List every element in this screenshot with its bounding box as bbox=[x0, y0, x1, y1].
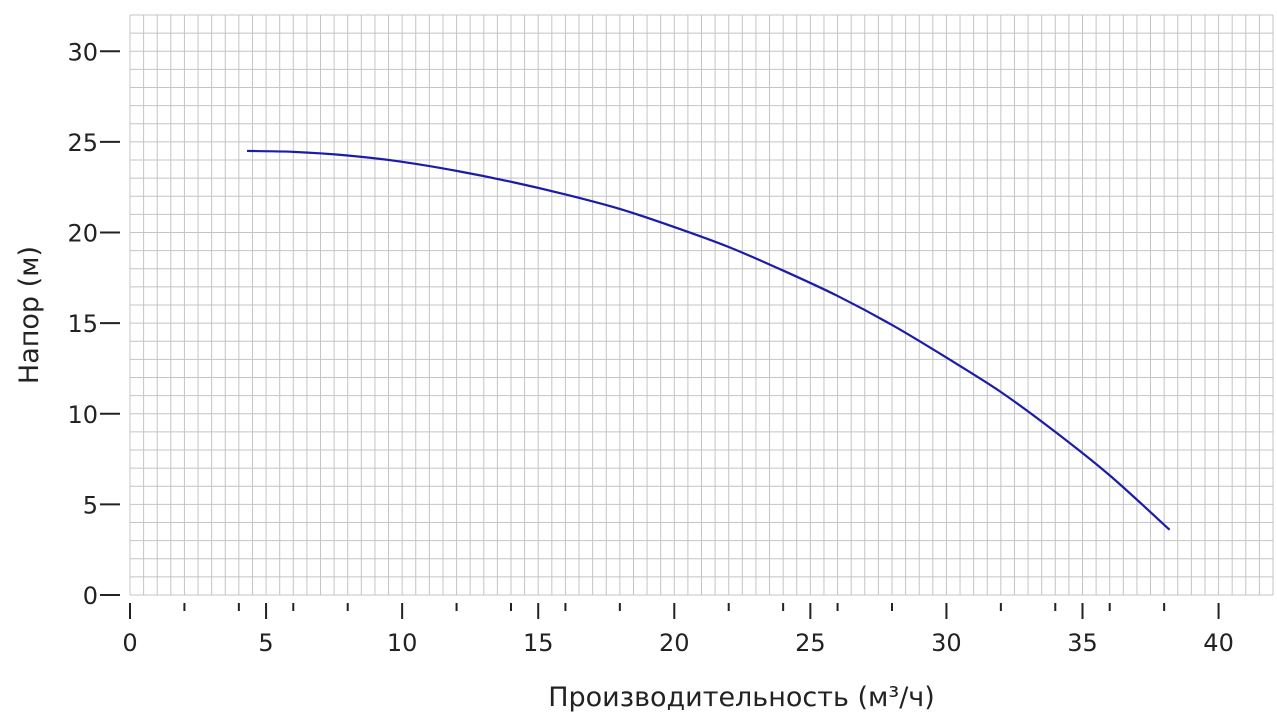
y-axis-title: Напор (м) bbox=[14, 246, 45, 384]
y-tick-label: 30 bbox=[67, 38, 98, 66]
x-tick-label: 10 bbox=[387, 629, 418, 657]
x-tick-label: 15 bbox=[523, 629, 554, 657]
y-tick-label: 15 bbox=[67, 310, 98, 338]
x-axis-title: Производительность (м³/ч) bbox=[548, 682, 935, 713]
x-tick-label: 5 bbox=[258, 629, 273, 657]
x-tick-label: 35 bbox=[1067, 629, 1098, 657]
grid bbox=[129, 14, 1274, 596]
y-tick-label: 5 bbox=[83, 491, 98, 519]
x-tick-label: 40 bbox=[1203, 629, 1234, 657]
series-layer bbox=[246, 149, 1171, 531]
x-tick-label: 30 bbox=[931, 629, 962, 657]
y-tick-label: 20 bbox=[67, 220, 98, 248]
y-tick-label: 25 bbox=[67, 129, 98, 157]
y-axis-ticks: 0 5 10 15 20 25 30 bbox=[67, 38, 120, 610]
series-line bbox=[246, 149, 1171, 531]
y-tick-label: 10 bbox=[67, 401, 98, 429]
x-axis-ticks: 0 5 10 15 20 25 30 35 40 bbox=[122, 603, 1234, 657]
y-tick-label: 0 bbox=[83, 582, 98, 610]
x-tick-label: 25 bbox=[795, 629, 826, 657]
x-tick-label: 20 bbox=[659, 629, 690, 657]
x-tick-label: 0 bbox=[122, 629, 137, 657]
